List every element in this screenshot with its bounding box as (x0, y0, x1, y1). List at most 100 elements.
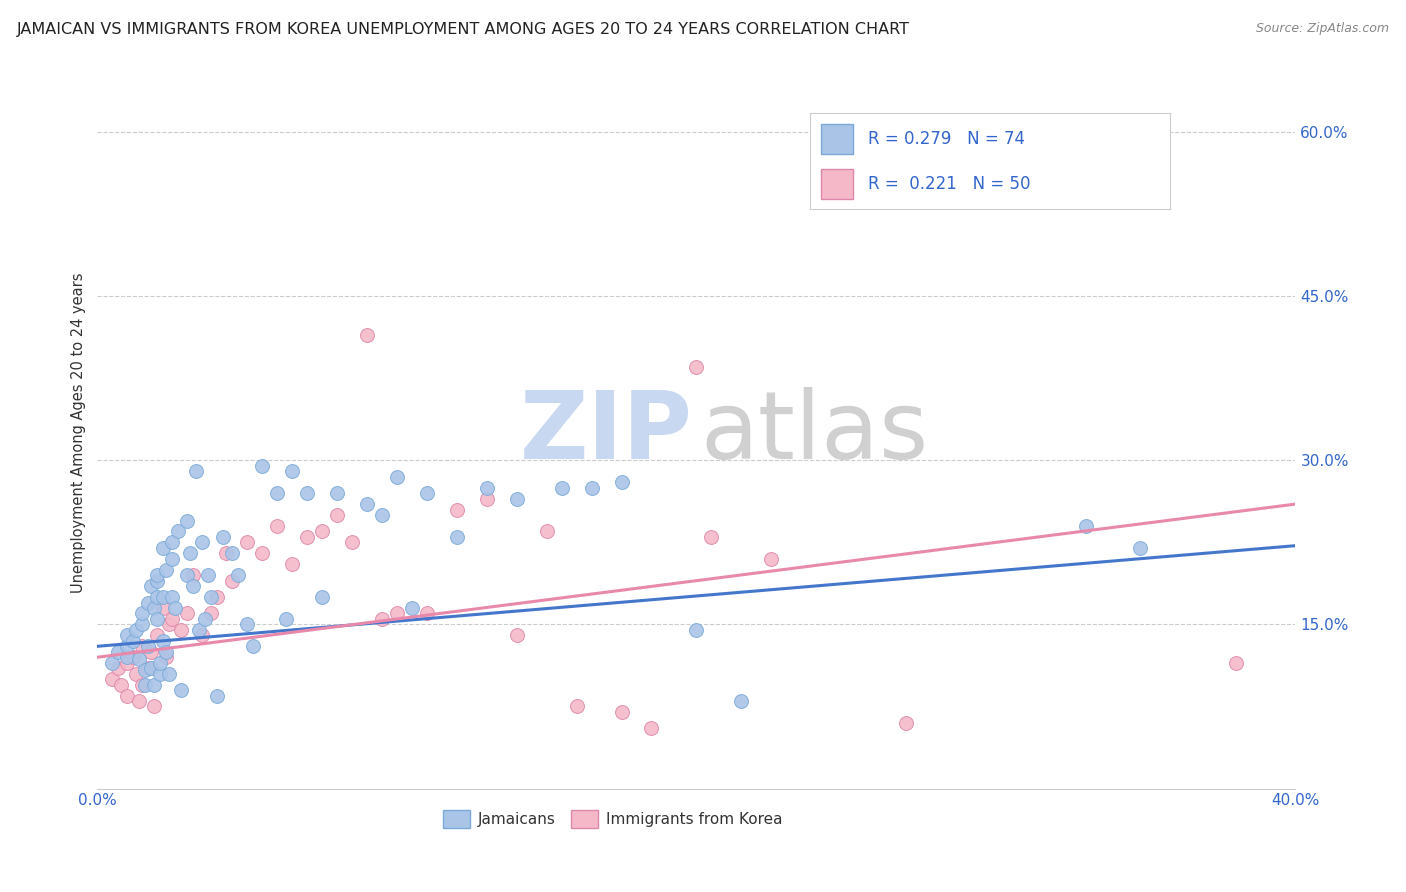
Point (894, 715, 917, 730)
Text: JAMAICAN VS IMMIGRANTS FROM KOREA UNEMPLOYMENT AMONG AGES 20 TO 24 YEARS CORRELA: JAMAICAN VS IMMIGRANTS FROM KOREA UNEMPL… (17, 22, 910, 37)
Point (236, 535, 259, 549)
Point (446, 502, 468, 516)
Text: ZIP: ZIP (520, 387, 693, 479)
Point (146, 628, 169, 642)
Point (565, 699, 588, 714)
Point (416, 607, 439, 621)
Point (371, 508, 394, 522)
Point (371, 612, 394, 626)
Point (176, 568, 198, 582)
Point (281, 558, 304, 572)
Point (122, 650, 145, 665)
Point (134, 664, 156, 678)
Point (146, 574, 169, 588)
Point (170, 683, 193, 698)
Point (165, 601, 187, 615)
Point (131, 607, 153, 621)
Point (146, 590, 169, 604)
Text: atlas: atlas (700, 387, 928, 479)
Point (141, 661, 163, 675)
Point (730, 694, 752, 708)
Point (326, 508, 349, 522)
Point (117, 650, 139, 665)
Point (610, 705, 633, 719)
Point (226, 568, 249, 582)
Point (242, 640, 264, 654)
Point (131, 677, 153, 691)
Point (125, 666, 148, 681)
Point (134, 677, 156, 691)
Point (1074, 519, 1097, 533)
Point (117, 656, 139, 670)
Point (205, 590, 228, 604)
Point (200, 590, 222, 604)
Point (685, 623, 707, 637)
Point (117, 689, 139, 703)
Point (146, 612, 169, 626)
Point (281, 464, 304, 478)
Point (149, 666, 172, 681)
Point (475, 491, 498, 506)
Point (107, 661, 129, 675)
Point (107, 645, 129, 659)
Point (136, 640, 159, 654)
Point (122, 633, 145, 648)
Point (197, 568, 219, 582)
Point (295, 530, 318, 544)
Point (131, 640, 153, 654)
Point (143, 601, 166, 615)
Point (152, 590, 174, 604)
Point (128, 652, 150, 666)
Point (155, 563, 177, 577)
Point (191, 628, 214, 642)
Point (266, 486, 288, 500)
Point (221, 574, 243, 588)
Point (146, 568, 169, 582)
Point (131, 617, 153, 632)
Point (475, 481, 498, 495)
Point (125, 623, 148, 637)
Y-axis label: Unemployment Among Ages 20 to 24 years: Unemployment Among Ages 20 to 24 years (72, 273, 86, 593)
Point (356, 327, 378, 342)
Point (1225, 656, 1247, 670)
Point (761, 551, 783, 566)
Point (136, 661, 159, 675)
Point (700, 530, 723, 544)
Point (685, 360, 707, 375)
Point (385, 469, 408, 483)
Point (157, 666, 180, 681)
Point (1129, 541, 1152, 555)
Point (155, 650, 177, 665)
Point (550, 481, 572, 495)
Point (128, 694, 150, 708)
Point (160, 551, 183, 566)
Point (640, 722, 662, 736)
Point (340, 535, 363, 549)
Point (152, 601, 174, 615)
Point (152, 541, 174, 555)
Point (160, 590, 183, 604)
Point (179, 546, 201, 560)
Point (266, 519, 288, 533)
Point (401, 601, 423, 615)
Point (143, 699, 166, 714)
Point (416, 486, 439, 500)
Point (274, 612, 297, 626)
Point (311, 590, 333, 604)
Point (191, 535, 214, 549)
Point (170, 623, 193, 637)
Point (212, 530, 235, 544)
Point (215, 546, 238, 560)
Point (295, 486, 318, 500)
Point (157, 617, 180, 632)
Point (155, 645, 177, 659)
Point (194, 612, 217, 626)
Point (250, 458, 273, 473)
Point (141, 645, 163, 659)
Point (446, 530, 468, 544)
Point (326, 486, 349, 500)
Point (176, 514, 198, 528)
Point (136, 596, 159, 610)
Point (141, 579, 163, 593)
Point (160, 535, 183, 549)
